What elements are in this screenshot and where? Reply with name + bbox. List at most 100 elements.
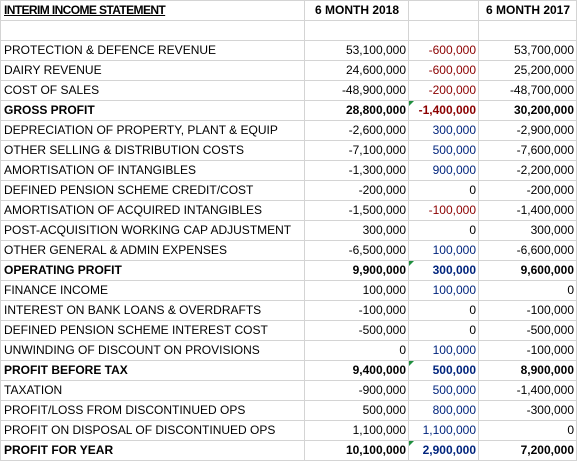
value-2017-cell[interactable]: -1,400,000: [478, 380, 577, 401]
difference-cell[interactable]: -1,400,000: [408, 100, 479, 121]
difference-cell[interactable]: 0: [408, 320, 479, 341]
value-2018-cell[interactable]: -1,300,000: [304, 160, 409, 181]
value-2018-cell[interactable]: -500,000: [304, 320, 409, 341]
row-label-cell[interactable]: GROSS PROFIT: [0, 100, 305, 121]
value-2017-cell[interactable]: 0: [478, 280, 577, 301]
value-2018-cell[interactable]: -6,500,000: [304, 240, 409, 261]
value-2018-cell[interactable]: 53,100,000: [304, 40, 409, 61]
value-2018-cell[interactable]: 500,000: [304, 400, 409, 421]
row-label-cell[interactable]: UNWINDING OF DISCOUNT ON PROVISIONS: [0, 340, 305, 361]
row-label-cell[interactable]: DAIRY REVENUE: [0, 60, 305, 81]
value-2017-cell[interactable]: -500,000: [478, 320, 577, 341]
difference-cell[interactable]: -600,000: [408, 40, 479, 61]
blank-cell[interactable]: [478, 20, 577, 41]
value-2018-cell[interactable]: -48,900,000: [304, 80, 409, 101]
row-label-cell[interactable]: FINANCE INCOME: [0, 280, 305, 301]
difference-cell[interactable]: 1,100,000: [408, 420, 479, 441]
row-label-cell[interactable]: PROFIT BEFORE TAX: [0, 360, 305, 381]
value-2018-cell[interactable]: 24,600,000: [304, 60, 409, 81]
blank-cell[interactable]: [304, 20, 409, 41]
difference-cell[interactable]: 2,900,000: [408, 440, 479, 461]
row-label-cell[interactable]: TAXATION: [0, 380, 305, 401]
value-2017-cell[interactable]: -1,400,000: [478, 200, 577, 221]
row-label-cell[interactable]: POST-ACQUISITION WORKING CAP ADJUSTMENT: [0, 220, 305, 241]
value-2018-cell[interactable]: 28,800,000: [304, 100, 409, 121]
difference-cell[interactable]: 300,000: [408, 120, 479, 141]
table-row: COST OF SALES -48,900,000 -200,000 -48,700,…: [0, 80, 577, 101]
difference-cell[interactable]: -100,000: [408, 200, 479, 221]
difference-cell[interactable]: 0: [408, 180, 479, 201]
statement-title-cell[interactable]: INTERIM INCOME STATEMENT: [0, 0, 305, 21]
value-2017-cell[interactable]: 25,200,000: [478, 60, 577, 81]
value-2018-cell[interactable]: 9,900,000: [304, 260, 409, 281]
difference-cell[interactable]: -200,000: [408, 80, 479, 101]
difference-cell[interactable]: 500,000: [408, 360, 479, 381]
value-2017-cell[interactable]: 30,200,000: [478, 100, 577, 121]
blank-cell[interactable]: [408, 20, 479, 41]
difference-cell[interactable]: 100,000: [408, 280, 479, 301]
table-row: OPERATING PROFIT 9,900,000 300,000 9,600,00…: [0, 260, 577, 281]
table-row: DEFINED PENSION SCHEME CREDIT/COST -200,0…: [0, 180, 577, 201]
value-2017-cell[interactable]: -200,000: [478, 180, 577, 201]
row-label-cell[interactable]: OTHER SELLING & DISTRIBUTION COSTS: [0, 140, 305, 161]
column-header-difference[interactable]: [408, 0, 479, 21]
row-label-cell[interactable]: COST OF SALES: [0, 80, 305, 101]
row-label-cell[interactable]: AMORTISATION OF ACQUIRED INTANGIBLES: [0, 200, 305, 221]
value-2017-cell[interactable]: -7,600,000: [478, 140, 577, 161]
row-label-cell[interactable]: INTEREST ON BANK LOANS & OVERDRAFTS: [0, 300, 305, 321]
value-2018-cell[interactable]: -2,600,000: [304, 120, 409, 141]
difference-cell[interactable]: 800,000: [408, 400, 479, 421]
difference-cell[interactable]: 0: [408, 220, 479, 241]
difference-cell[interactable]: 500,000: [408, 140, 479, 161]
value-2018-cell[interactable]: 9,400,000: [304, 360, 409, 381]
value-2017-cell[interactable]: 9,600,000: [478, 260, 577, 281]
value-2017-cell[interactable]: 7,200,000: [478, 440, 577, 461]
column-header-2018[interactable]: 6 MONTH 2018: [304, 0, 409, 21]
value-2018-cell[interactable]: 0: [304, 340, 409, 361]
value-2017-cell[interactable]: 8,900,000: [478, 360, 577, 381]
table-row: POST-ACQUISITION WORKING CAP ADJUSTMENT 3…: [0, 220, 577, 241]
row-label-cell[interactable]: PROFIT ON DISPOSAL OF DISCONTINUED OPS: [0, 420, 305, 441]
row-label-cell[interactable]: PROTECTION & DEFENCE REVENUE: [0, 40, 305, 61]
table-row: PROFIT/LOSS FROM DISCONTINUED OPS 500,000…: [0, 400, 577, 421]
difference-cell[interactable]: 900,000: [408, 160, 479, 181]
value-2018-cell[interactable]: -7,100,000: [304, 140, 409, 161]
value-2018-cell[interactable]: -100,000: [304, 300, 409, 321]
value-2017-cell[interactable]: 0: [478, 420, 577, 441]
value-2018-cell[interactable]: 100,000: [304, 280, 409, 301]
value-2018-cell[interactable]: -200,000: [304, 180, 409, 201]
value-2018-cell[interactable]: -900,000: [304, 380, 409, 401]
row-label-cell[interactable]: PROFIT/LOSS FROM DISCONTINUED OPS: [0, 400, 305, 421]
row-label-cell[interactable]: AMORTISATION OF INTANGIBLES: [0, 160, 305, 181]
value-2017-cell[interactable]: -48,700,000: [478, 80, 577, 101]
difference-cell[interactable]: 0: [408, 300, 479, 321]
difference-cell[interactable]: 100,000: [408, 240, 479, 261]
value-2018-cell[interactable]: 1,100,000: [304, 420, 409, 441]
value-2017-cell[interactable]: -6,600,000: [478, 240, 577, 261]
difference-cell[interactable]: 500,000: [408, 380, 479, 401]
value-2017-cell[interactable]: -100,000: [478, 340, 577, 361]
row-label-cell[interactable]: OPERATING PROFIT: [0, 260, 305, 281]
row-label-cell[interactable]: DEPRECIATION OF PROPERTY, PLANT & EQUIP: [0, 120, 305, 141]
value-2017-cell[interactable]: -300,000: [478, 400, 577, 421]
table-row: TAXATION -900,000 500,000 -1,400,000: [0, 380, 577, 401]
value-2018-cell[interactable]: 300,000: [304, 220, 409, 241]
row-label-cell[interactable]: OTHER GENERAL & ADMIN EXPENSES: [0, 240, 305, 261]
row-label-cell[interactable]: PROFIT FOR YEAR: [0, 440, 305, 461]
row-label-cell[interactable]: DEFINED PENSION SCHEME CREDIT/COST: [0, 180, 305, 201]
value-2017-cell[interactable]: -2,200,000: [478, 160, 577, 181]
value-2017-cell[interactable]: -100,000: [478, 300, 577, 321]
difference-cell[interactable]: 300,000: [408, 260, 479, 281]
value-2018-cell[interactable]: -1,500,000: [304, 200, 409, 221]
value-2018-cell[interactable]: 10,100,000: [304, 440, 409, 461]
table-row: INTEREST ON BANK LOANS & OVERDRAFTS -100,…: [0, 300, 577, 321]
column-header-2017[interactable]: 6 MONTH 2017: [478, 0, 577, 21]
difference-cell[interactable]: 100,000: [408, 340, 479, 361]
difference-cell[interactable]: -600,000: [408, 60, 479, 81]
value-2017-cell[interactable]: 53,700,000: [478, 40, 577, 61]
value-2017-cell[interactable]: 300,000: [478, 220, 577, 241]
blank-cell[interactable]: [0, 20, 305, 41]
row-label-cell[interactable]: DEFINED PENSION SCHEME INTEREST COST: [0, 320, 305, 341]
value-2017-cell[interactable]: -2,900,000: [478, 120, 577, 141]
